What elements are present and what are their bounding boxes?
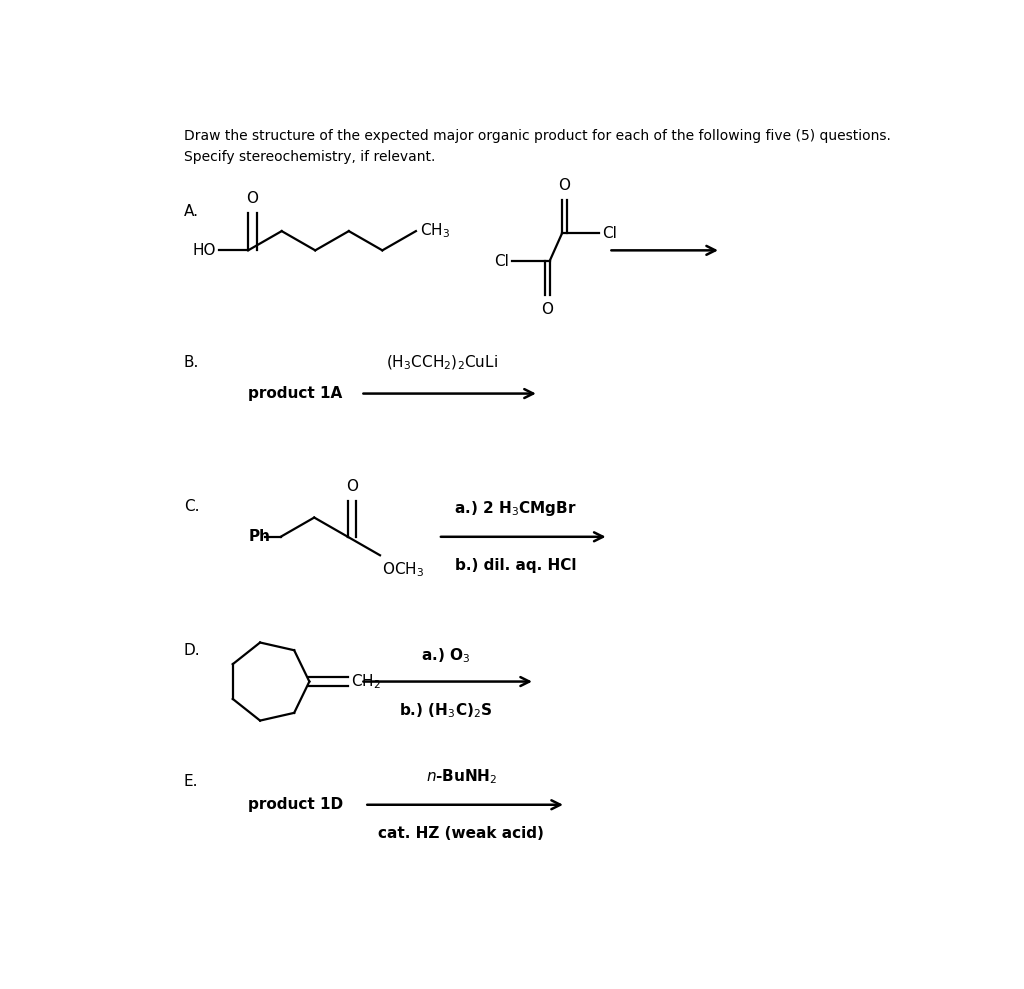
Text: CH$_3$: CH$_3$: [420, 222, 450, 240]
Text: $n$-BuNH$_2$: $n$-BuNH$_2$: [426, 766, 497, 785]
Text: Cl: Cl: [495, 253, 509, 269]
Text: A.: A.: [183, 204, 199, 220]
Text: B.: B.: [183, 355, 200, 370]
Text: Draw the structure of the expected major organic product for each of the followi: Draw the structure of the expected major…: [183, 130, 891, 164]
Text: (H$_3$CCH$_2$)$_2$CuLi: (H$_3$CCH$_2$)$_2$CuLi: [386, 354, 498, 372]
Text: HO: HO: [193, 243, 216, 258]
Text: product 1D: product 1D: [248, 797, 343, 812]
Text: b.) (H$_3$C)$_2$S: b.) (H$_3$C)$_2$S: [399, 701, 493, 720]
Text: C.: C.: [183, 499, 200, 514]
Text: Cl: Cl: [602, 225, 617, 241]
Text: O: O: [346, 479, 358, 494]
Text: a.) O$_3$: a.) O$_3$: [421, 646, 470, 665]
Text: D.: D.: [183, 643, 201, 658]
Text: O: O: [247, 191, 258, 206]
Text: E.: E.: [183, 774, 199, 789]
Text: O: O: [542, 302, 553, 316]
Text: a.) 2 H$_3$CMgBr: a.) 2 H$_3$CMgBr: [454, 498, 577, 517]
Text: O: O: [558, 178, 570, 193]
Text: b.) dil. aq. HCl: b.) dil. aq. HCl: [455, 559, 577, 574]
Text: product 1A: product 1A: [248, 386, 342, 402]
Text: CH$_2$: CH$_2$: [351, 673, 381, 691]
Text: cat. HZ (weak acid): cat. HZ (weak acid): [378, 827, 544, 842]
Text: Ph: Ph: [248, 529, 270, 544]
Text: OCH$_3$: OCH$_3$: [382, 560, 425, 579]
